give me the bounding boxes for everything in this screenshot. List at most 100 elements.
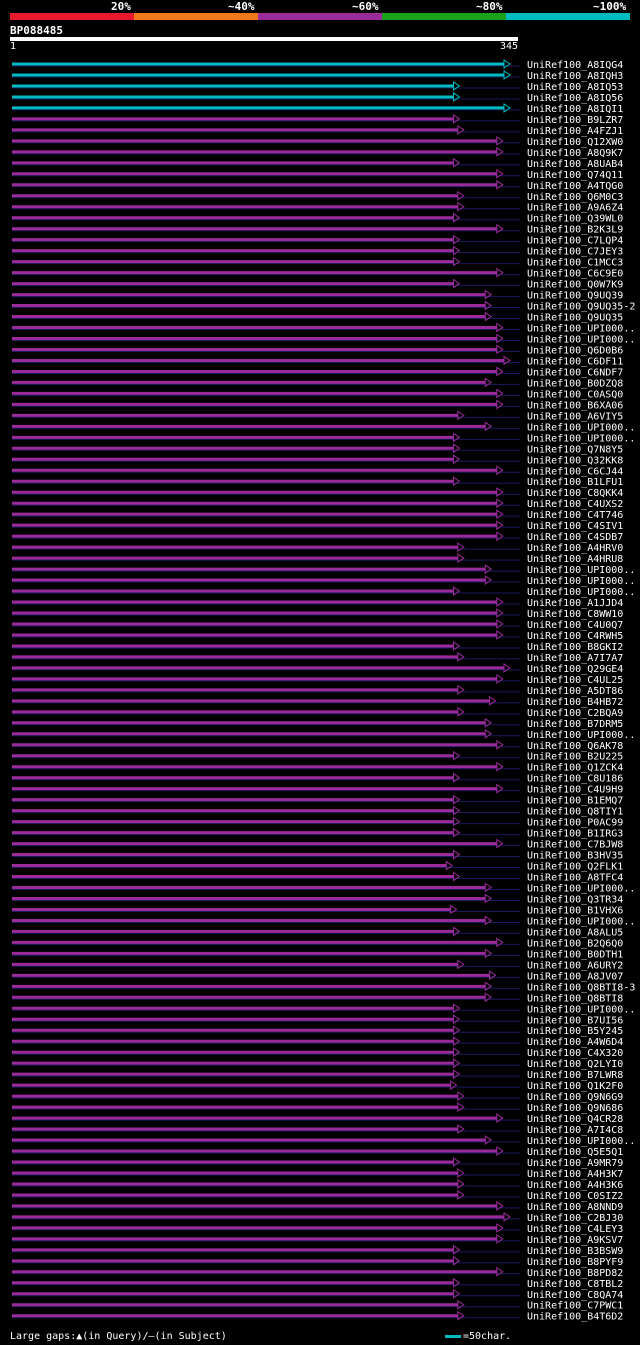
hit-label[interactable]: UniRef100_Q1K2F0 xyxy=(527,1081,623,1092)
hit-label[interactable]: UniRef100_C6DF11 xyxy=(527,356,623,367)
hit-label[interactable]: UniRef100_Q9N6G9 xyxy=(527,1092,623,1103)
hit-label[interactable]: UniRef100_B9LZR7 xyxy=(527,115,623,126)
hit-label[interactable]: UniRef100_Q9UQ39 xyxy=(527,291,623,302)
hit-label[interactable]: UniRef100_C4UXS2 xyxy=(527,499,623,510)
hit-label[interactable]: UniRef100_A8IQH3 xyxy=(527,71,623,82)
hit-label[interactable]: UniRef100_A4TQG0 xyxy=(527,181,623,192)
hit-label[interactable]: UniRef100_B1IRG3 xyxy=(527,829,623,840)
hit-label[interactable]: UniRef100_Q0W7K9 xyxy=(527,280,623,291)
hit-label[interactable]: UniRef100_UPI000.. xyxy=(527,565,635,576)
hit-label[interactable]: UniRef100_C2BQA9 xyxy=(527,708,623,719)
hit-label[interactable]: UniRef100_Q32KK8 xyxy=(527,455,623,466)
hit-label[interactable]: UniRef100_UPI000.. xyxy=(527,730,635,741)
hit-label[interactable]: UniRef100_B3BSW9 xyxy=(527,1246,623,1257)
hit-label[interactable]: UniRef100_C0ASQ0 xyxy=(527,389,623,400)
hit-label[interactable]: UniRef100_C4T746 xyxy=(527,510,623,521)
hit-label[interactable]: UniRef100_B7DRM5 xyxy=(527,719,623,730)
hit-label[interactable]: UniRef100_A6VIY5 xyxy=(527,411,623,422)
hit-label[interactable]: UniRef100_C7JEY3 xyxy=(527,247,623,258)
hit-label[interactable]: UniRef100_B8PYF9 xyxy=(527,1257,623,1268)
hit-label[interactable]: UniRef100_A9KSV7 xyxy=(527,1235,623,1246)
hit-label[interactable]: UniRef100_UPI000.. xyxy=(527,884,635,895)
hit-label[interactable]: UniRef100_A8JV07 xyxy=(527,971,623,982)
hit-label[interactable]: UniRef100_A8ALU5 xyxy=(527,927,623,938)
hit-label[interactable]: UniRef100_Q29GE4 xyxy=(527,664,623,675)
hit-label[interactable]: UniRef100_C6C9E0 xyxy=(527,269,623,280)
hit-label[interactable]: UniRef100_A9MR79 xyxy=(527,1158,623,1169)
hit-label[interactable]: UniRef100_UPI000.. xyxy=(527,1136,635,1147)
hit-label[interactable]: UniRef100_A7I4C8 xyxy=(527,1125,623,1136)
hit-label[interactable]: UniRef100_C2BJ30 xyxy=(527,1213,623,1224)
hit-label[interactable]: UniRef100_B5Y245 xyxy=(527,1026,623,1037)
hit-label[interactable]: UniRef100_A4FZJ1 xyxy=(527,126,623,137)
hit-label[interactable]: UniRef100_C4U0Q7 xyxy=(527,620,623,631)
hit-label[interactable]: UniRef100_A8IQI1 xyxy=(527,104,623,115)
hit-label[interactable]: UniRef100_C8U186 xyxy=(527,774,623,785)
hit-label[interactable]: UniRef100_Q6D0B6 xyxy=(527,345,623,356)
hit-label[interactable]: UniRef100_C8WW10 xyxy=(527,609,623,620)
hit-label[interactable]: UniRef100_UPI000.. xyxy=(527,587,635,598)
hit-label[interactable]: UniRef100_B0DTH1 xyxy=(527,949,623,960)
hit-label[interactable]: UniRef100_A8IQ56 xyxy=(527,93,623,104)
hit-label[interactable]: UniRef100_Q4CR28 xyxy=(527,1114,623,1125)
hit-label[interactable]: UniRef100_UPI000.. xyxy=(527,576,635,587)
hit-label[interactable]: UniRef100_C4SDB7 xyxy=(527,532,623,543)
hit-label[interactable]: UniRef100_B3HV35 xyxy=(527,851,623,862)
hit-label[interactable]: UniRef100_B8GKI2 xyxy=(527,642,623,653)
hit-label[interactable]: UniRef100_Q1ZCK4 xyxy=(527,763,623,774)
hit-label[interactable]: UniRef100_A4W6D4 xyxy=(527,1037,623,1048)
hit-label[interactable]: UniRef100_A7I7A7 xyxy=(527,653,623,664)
hit-label[interactable]: UniRef100_A8IQ53 xyxy=(527,82,623,93)
hit-label[interactable]: UniRef100_C6NDF7 xyxy=(527,367,623,378)
hit-label[interactable]: UniRef100_B7LWR8 xyxy=(527,1070,623,1081)
hit-label[interactable]: UniRef100_Q2FLK1 xyxy=(527,862,623,873)
hit-label[interactable]: UniRef100_C4SIV1 xyxy=(527,521,623,532)
hit-label[interactable]: UniRef100_C6CJ44 xyxy=(527,466,623,477)
hit-label[interactable]: UniRef100_B2U225 xyxy=(527,752,623,763)
hit-label[interactable]: UniRef100_C7BJW8 xyxy=(527,840,623,851)
hit-label[interactable]: UniRef100_B2K3L9 xyxy=(527,225,623,236)
hit-label[interactable]: UniRef100_B0DZQ8 xyxy=(527,378,623,389)
hit-label[interactable]: UniRef100_B8PD82 xyxy=(527,1268,623,1279)
hit-label[interactable]: UniRef100_B1EMQ7 xyxy=(527,796,623,807)
hit-label[interactable]: UniRef100_C4RWH5 xyxy=(527,631,623,642)
hit-label[interactable]: UniRef100_UPI000.. xyxy=(527,916,635,927)
hit-label[interactable]: UniRef100_B2Q6Q0 xyxy=(527,938,623,949)
hit-label[interactable]: UniRef100_A4HRU8 xyxy=(527,554,623,565)
hit-label[interactable]: UniRef100_C4LEY3 xyxy=(527,1224,623,1235)
hit-label[interactable]: UniRef100_C4X320 xyxy=(527,1048,623,1059)
hit-label[interactable]: UniRef100_Q8BTI8-3 xyxy=(527,982,635,993)
hit-label[interactable]: UniRef100_C8QKK4 xyxy=(527,488,623,499)
hit-label[interactable]: UniRef100_B1LFU1 xyxy=(527,477,623,488)
hit-label[interactable]: UniRef100_C8QA74 xyxy=(527,1290,623,1301)
hit-label[interactable]: UniRef100_UPI000.. xyxy=(527,433,635,444)
hit-label[interactable]: UniRef100_C7LQP4 xyxy=(527,236,623,247)
hit-label[interactable]: UniRef100_A4H3K6 xyxy=(527,1180,623,1191)
hit-label[interactable]: UniRef100_A8IQG4 xyxy=(527,60,623,71)
hit-label[interactable]: UniRef100_Q6M0C3 xyxy=(527,192,623,203)
hit-label[interactable]: UniRef100_A9A6Z4 xyxy=(527,203,623,214)
hit-label[interactable]: UniRef100_Q6AK78 xyxy=(527,741,623,752)
hit-label[interactable]: UniRef100_Q9N686 xyxy=(527,1103,623,1114)
hit-label[interactable]: UniRef100_A8TFC4 xyxy=(527,873,623,884)
hit-label[interactable]: UniRef100_A1JJD4 xyxy=(527,598,623,609)
hit-label[interactable]: UniRef100_Q7N8Y5 xyxy=(527,444,623,455)
hit-label[interactable]: UniRef100_UPI000.. xyxy=(527,324,635,335)
hit-label[interactable]: UniRef100_UPI000.. xyxy=(527,335,635,346)
hit-label[interactable]: UniRef100_C7PWC1 xyxy=(527,1301,623,1312)
hit-label[interactable]: UniRef100_Q3TR34 xyxy=(527,894,623,905)
hit-label[interactable]: UniRef100_B1VHX6 xyxy=(527,905,623,916)
hit-label[interactable]: UniRef100_Q2LYI0 xyxy=(527,1059,623,1070)
hit-label[interactable]: UniRef100_Q74Q11 xyxy=(527,170,623,181)
hit-label[interactable]: UniRef100_C4UL25 xyxy=(527,675,623,686)
hit-label[interactable]: UniRef100_A8UAB4 xyxy=(527,159,623,170)
hit-label[interactable]: UniRef100_Q8TIY1 xyxy=(527,807,623,818)
hit-label[interactable]: UniRef100_A4HRV0 xyxy=(527,543,623,554)
hit-label[interactable]: UniRef100_B6XA06 xyxy=(527,400,623,411)
hit-label[interactable]: UniRef100_Q5E5Q1 xyxy=(527,1147,623,1158)
hit-label[interactable]: UniRef100_A8NND9 xyxy=(527,1202,623,1213)
hit-label[interactable]: UniRef100_Q9UQ35-2 xyxy=(527,302,635,313)
hit-label[interactable]: UniRef100_Q8BTI8 xyxy=(527,993,623,1004)
hit-label[interactable]: UniRef100_C4U9H9 xyxy=(527,785,623,796)
hit-label[interactable]: UniRef100_B4HB72 xyxy=(527,697,623,708)
